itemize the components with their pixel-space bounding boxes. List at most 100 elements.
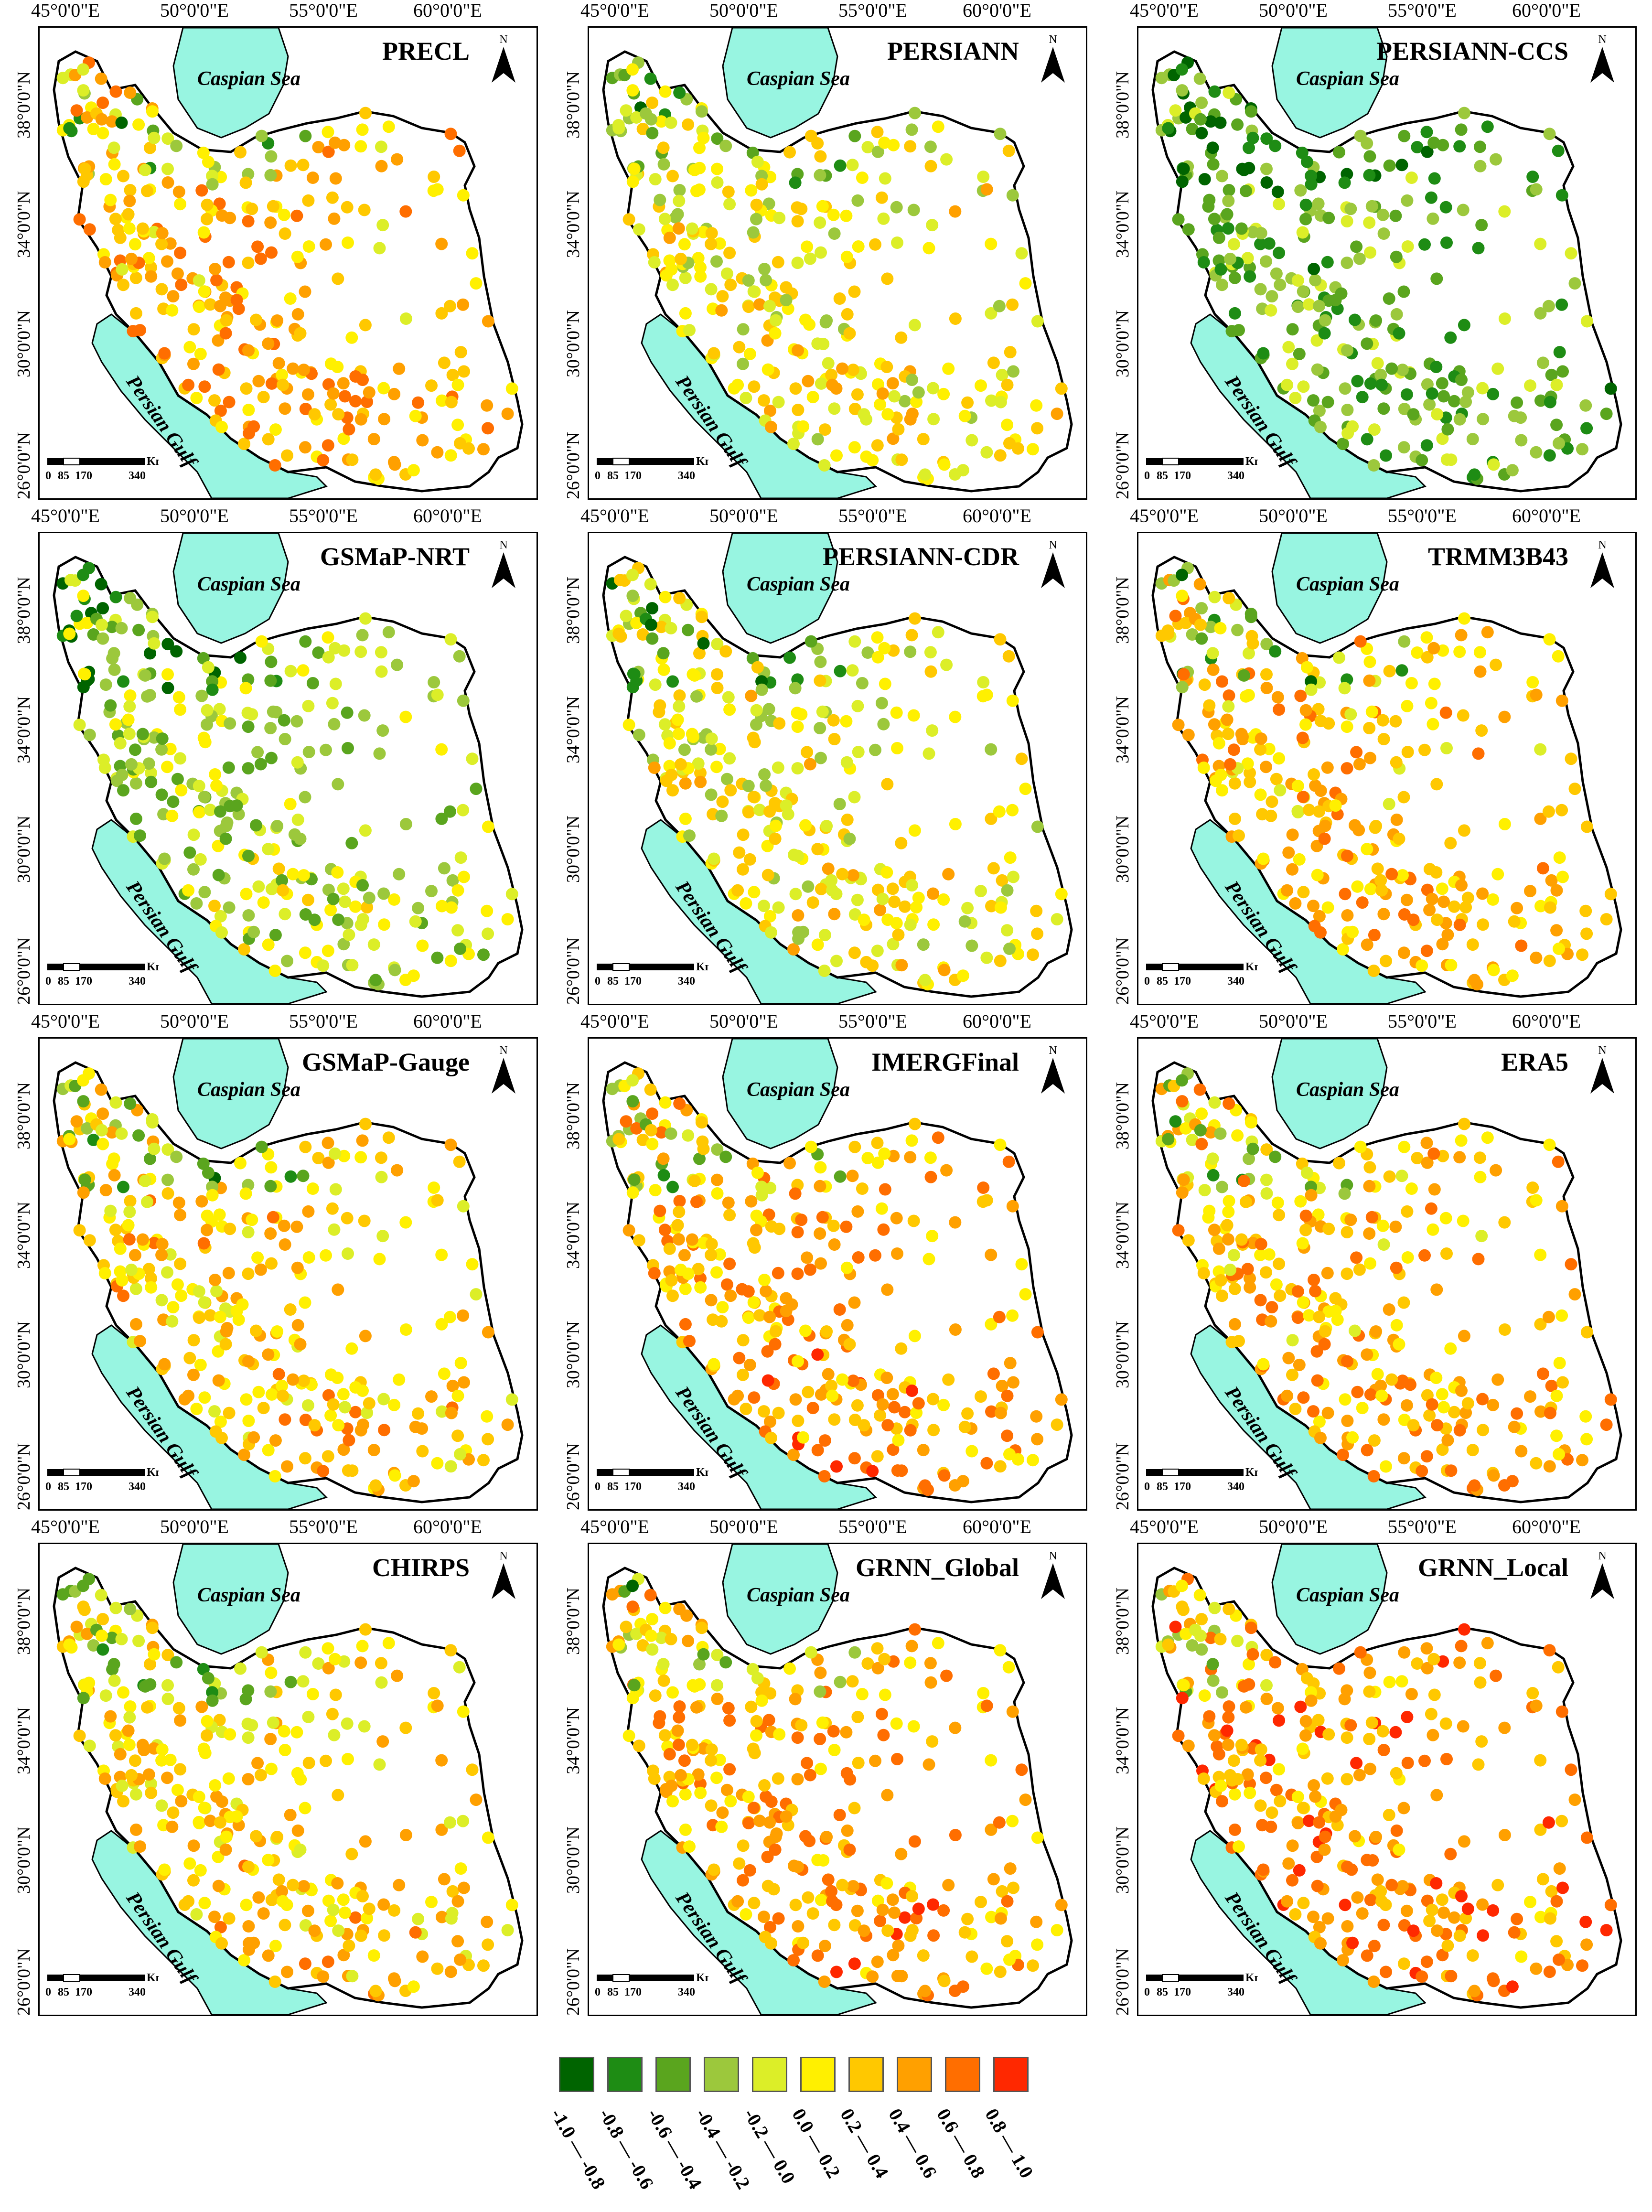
station-dot: [1341, 1267, 1353, 1280]
station-dot: [769, 1843, 782, 1856]
station-dot: [1364, 377, 1377, 390]
station-dot: [1254, 283, 1267, 296]
station-dot: [1344, 1213, 1357, 1226]
station-dot: [851, 893, 864, 906]
station-dot: [331, 866, 344, 879]
station-dot: [1208, 1729, 1221, 1742]
station-dot: [1308, 1779, 1320, 1792]
station-dot: [827, 208, 840, 221]
station-dot: [194, 853, 207, 866]
station-dot: [291, 308, 304, 321]
station-dot: [265, 752, 278, 764]
station-dot: [363, 1902, 375, 1915]
station-dot: [1568, 277, 1581, 290]
latitude-label: 34°0'0"N: [1113, 191, 1133, 258]
station-dot: [183, 341, 196, 354]
station-dot: [895, 453, 908, 466]
station-dot: [1006, 1200, 1019, 1213]
station-dot: [412, 1407, 425, 1420]
station-dot: [1481, 1131, 1494, 1144]
station-dot: [1390, 1319, 1403, 1331]
station-dot: [1223, 184, 1235, 196]
station-dot: [281, 955, 293, 967]
station-dot: [1397, 1452, 1410, 1465]
station-dot: [942, 1373, 955, 1386]
station-dot: [1385, 1879, 1398, 1891]
station-dot: [626, 1579, 639, 1592]
station-dot: [98, 256, 111, 268]
station-dot: [715, 809, 728, 822]
station-dot: [789, 682, 802, 695]
station-dot: [693, 141, 706, 154]
station-dot: [1508, 1926, 1521, 1939]
station-dot: [791, 1267, 804, 1280]
station-dot: [797, 925, 810, 938]
station-dot: [125, 1769, 138, 1782]
station-dot: [268, 1976, 281, 1988]
station-dot: [1303, 804, 1315, 816]
station-dot: [1431, 408, 1444, 421]
station-dot: [1030, 399, 1043, 412]
longitude-label: 60°0'0"E: [413, 0, 482, 21]
station-dot: [924, 665, 937, 678]
station-dot: [1341, 1773, 1353, 1786]
station-dot: [141, 690, 153, 703]
station-dot: [1393, 1338, 1405, 1351]
station-dot: [1376, 714, 1389, 727]
station-dot: [117, 279, 129, 291]
station-dot: [377, 1898, 390, 1911]
legend-swatch: [993, 2057, 1029, 2092]
station-dot: [924, 1170, 937, 1183]
svg-text:340: 340: [1227, 1481, 1244, 1493]
station-dot: [204, 1815, 216, 1827]
station-dot: [457, 1815, 470, 1827]
station-dot: [134, 1840, 146, 1853]
station-dot: [1397, 1957, 1410, 1970]
station-dot: [926, 1230, 939, 1243]
station-dot: [1214, 768, 1227, 781]
station-dot: [1311, 869, 1324, 881]
station-dot: [158, 1863, 171, 1876]
longitude-labels: 45°0'0"E 50°0'0"E 55°0'0"E 60°0'0"E: [31, 1515, 552, 1542]
station-dot: [751, 661, 764, 674]
station-dot: [1397, 1802, 1410, 1815]
station-dot: [961, 902, 974, 914]
station-dot: [772, 761, 784, 774]
station-dot: [356, 374, 369, 386]
station-dot: [251, 240, 264, 253]
station-dot: [1341, 1415, 1354, 1427]
station-dot: [1223, 1097, 1235, 1110]
station-dot: [265, 1161, 278, 1174]
station-dot: [763, 910, 776, 923]
station-dot: [1426, 1903, 1438, 1916]
station-dot: [747, 731, 760, 744]
station-dot: [1461, 1397, 1474, 1410]
station-dot: [1476, 1898, 1489, 1911]
svg-text:170: 170: [1174, 1986, 1191, 1998]
station-dot: [1427, 718, 1439, 730]
station-dot: [1448, 1406, 1460, 1418]
station-dot: [277, 884, 290, 897]
station-dot: [1243, 647, 1255, 660]
station-dot: [1370, 820, 1383, 832]
station-dot: [201, 1209, 214, 1222]
station-dot: [327, 387, 340, 400]
station-dot: [1407, 1419, 1420, 1432]
station-dot: [848, 441, 861, 454]
station-dot: [927, 1393, 940, 1406]
station-dot: [206, 683, 219, 696]
station-dot: [265, 1893, 278, 1906]
station-dot: [481, 399, 493, 412]
station-dot: [927, 887, 940, 900]
station-dot: [745, 689, 758, 702]
station-dot: [1055, 1393, 1068, 1406]
station-dot: [723, 1209, 736, 1222]
station-dot: [965, 939, 978, 952]
station-dot: [1543, 449, 1556, 462]
station-dot: [170, 140, 183, 152]
station-dot: [1398, 129, 1411, 142]
latitude-label: 38°0'0"N: [563, 1588, 583, 1655]
station-dot: [1477, 413, 1490, 426]
station-dot: [745, 184, 758, 197]
